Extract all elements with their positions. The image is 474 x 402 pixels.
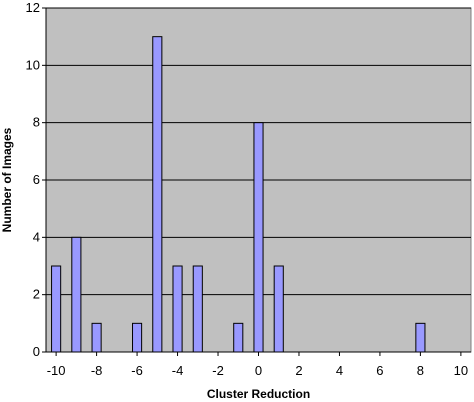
x-axis-ticks: -10 -8 -6 -4 -2 0 2 4 6 8 10 (47, 352, 468, 378)
x-tick-label: -10 (47, 363, 66, 378)
bar (192, 265, 203, 353)
bar (273, 265, 284, 353)
bar (415, 322, 426, 353)
bar (132, 322, 143, 353)
x-tick-label: 10 (454, 363, 468, 378)
bar (91, 322, 102, 353)
x-tick-label: -4 (172, 363, 184, 378)
x-tick-label: -2 (212, 363, 224, 378)
bar (172, 265, 183, 353)
y-tick-label: 0 (33, 344, 40, 359)
bar (152, 36, 163, 353)
y-tick-label: 6 (33, 172, 40, 187)
y-tick-label: 12 (26, 0, 40, 15)
x-tick-label: 0 (255, 363, 262, 378)
bar (253, 122, 264, 353)
x-tick-label: 4 (336, 363, 343, 378)
x-axis-title: Cluster Reduction (207, 387, 310, 401)
x-tick-label: -8 (91, 363, 103, 378)
x-tick-label: 8 (417, 363, 424, 378)
bars (51, 36, 426, 353)
bar (51, 265, 62, 353)
bar (233, 322, 244, 353)
y-tick-label: 10 (26, 57, 40, 72)
bar (71, 236, 82, 353)
y-tick-label: 2 (33, 287, 40, 302)
y-tick-label: 4 (33, 229, 40, 244)
x-tick-label: 6 (376, 363, 383, 378)
y-tick-label: 8 (33, 115, 40, 130)
y-axis-ticks: 0 2 4 6 8 10 12 (26, 0, 46, 359)
x-tick-label: 2 (295, 363, 302, 378)
gridlines (46, 7, 471, 296)
x-tick-label: -6 (131, 363, 143, 378)
y-axis-title: Number of Images (0, 127, 14, 232)
